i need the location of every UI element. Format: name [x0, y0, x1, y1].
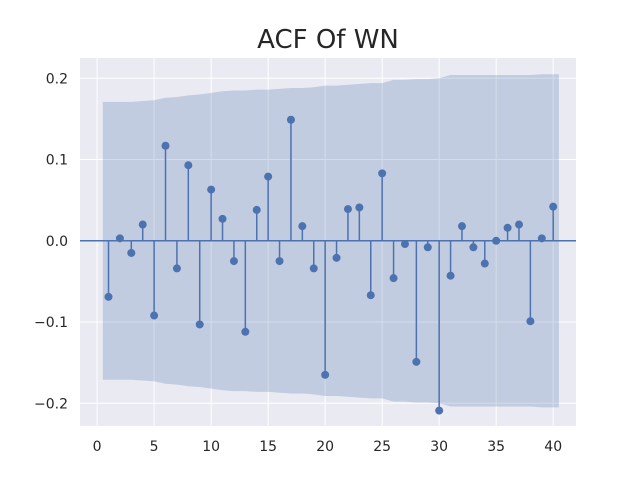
acf-point [127, 248, 136, 257]
acf-point [104, 292, 113, 301]
acf-point [275, 257, 284, 266]
x-tick-labels: 0 5 10 15 20 25 30 35 40 [93, 439, 562, 455]
acf-point [378, 169, 387, 178]
acf-point [138, 220, 147, 229]
acf-point [298, 222, 307, 231]
y-tick-label: −0.1 [34, 315, 68, 331]
acf-point [218, 214, 227, 223]
chart-title: ACF Of WN [257, 25, 399, 55]
acf-point [207, 185, 216, 194]
acf-point [514, 220, 523, 229]
x-tick-label: 25 [373, 439, 391, 455]
acf-point [435, 406, 444, 415]
acf-point [161, 141, 170, 150]
acf-point [332, 253, 341, 262]
x-tick-label: 0 [93, 439, 102, 455]
acf-point [286, 115, 295, 124]
acf-point [446, 271, 455, 280]
x-tick-label: 40 [544, 439, 562, 455]
acf-point [480, 259, 489, 268]
acf-point [457, 222, 466, 231]
acf-point [229, 257, 238, 266]
x-tick-label: 15 [259, 439, 277, 455]
y-tick-label: −0.2 [34, 396, 68, 412]
gridlines [80, 58, 576, 426]
acf-point [526, 317, 535, 326]
acf-point [366, 291, 375, 300]
acf-point [355, 203, 364, 212]
stems [107, 119, 554, 411]
acf-point [423, 243, 432, 252]
acf-point [469, 243, 478, 252]
acf-point [389, 274, 398, 283]
acf-point [309, 264, 318, 273]
acf-point [400, 240, 409, 249]
acf-point [549, 202, 558, 211]
acf-point [412, 357, 421, 366]
y-tick-label: 0.2 [46, 71, 68, 87]
y-tick-label: 0.1 [46, 153, 68, 169]
acf-point [150, 311, 159, 320]
acf-point [195, 320, 204, 329]
acf-point [343, 205, 352, 214]
acf-point [503, 223, 512, 232]
acf-point [264, 172, 273, 181]
y-tick-labels: −0.2 −0.1 0.0 0.1 0.2 [34, 71, 68, 412]
y-tick-label: 0.0 [46, 234, 68, 250]
x-tick-label: 30 [430, 439, 448, 455]
x-tick-label: 5 [150, 439, 159, 455]
acf-point [252, 205, 261, 214]
acf-point [172, 264, 181, 273]
acf-point [184, 161, 193, 170]
acf-point [321, 370, 330, 379]
x-tick-label: 35 [487, 439, 505, 455]
acf-point [492, 236, 501, 245]
markers [104, 115, 558, 415]
acf-point [115, 234, 124, 243]
acf-point [241, 327, 250, 336]
acf-point [537, 234, 546, 243]
x-tick-label: 20 [316, 439, 334, 455]
x-tick-label: 10 [202, 439, 220, 455]
